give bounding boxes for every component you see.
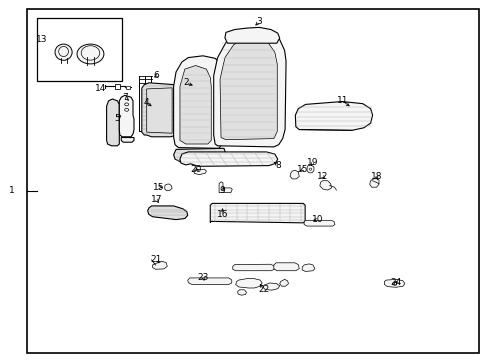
Ellipse shape	[55, 44, 72, 60]
Polygon shape	[106, 99, 119, 146]
Text: 4: 4	[143, 98, 149, 107]
Polygon shape	[384, 279, 404, 287]
Polygon shape	[304, 220, 334, 226]
Polygon shape	[173, 148, 225, 162]
Ellipse shape	[77, 44, 104, 64]
Bar	[37, 18, 122, 81]
Polygon shape	[180, 152, 277, 166]
Text: 16: 16	[216, 210, 228, 219]
Polygon shape	[142, 83, 177, 137]
Text: 22: 22	[258, 285, 269, 294]
Polygon shape	[302, 264, 314, 271]
Polygon shape	[210, 203, 305, 223]
Text: 20: 20	[189, 165, 201, 174]
Polygon shape	[224, 27, 279, 43]
Ellipse shape	[124, 103, 128, 106]
Text: 17: 17	[150, 195, 162, 204]
Text: 12: 12	[316, 172, 328, 181]
Ellipse shape	[124, 108, 128, 111]
Polygon shape	[369, 178, 378, 187]
Text: 11: 11	[336, 96, 347, 105]
Polygon shape	[306, 166, 313, 173]
Text: 5: 5	[114, 114, 120, 123]
Text: 10: 10	[311, 215, 323, 224]
Polygon shape	[187, 278, 231, 284]
Polygon shape	[232, 264, 274, 271]
Polygon shape	[295, 102, 372, 130]
Ellipse shape	[81, 46, 100, 60]
Polygon shape	[173, 56, 224, 148]
Polygon shape	[319, 181, 331, 190]
Text: 14: 14	[94, 84, 106, 93]
Polygon shape	[164, 184, 172, 191]
Text: 19: 19	[306, 158, 318, 166]
Text: 23: 23	[197, 273, 208, 282]
Polygon shape	[119, 95, 134, 137]
Polygon shape	[146, 88, 172, 133]
Polygon shape	[219, 182, 232, 193]
Polygon shape	[147, 206, 187, 220]
Ellipse shape	[59, 46, 68, 57]
Text: 8: 8	[275, 161, 281, 170]
Text: 7: 7	[122, 93, 127, 102]
Text: 24: 24	[389, 278, 401, 287]
Text: 1: 1	[9, 186, 15, 195]
Polygon shape	[220, 38, 277, 140]
Polygon shape	[152, 261, 167, 269]
Polygon shape	[289, 170, 299, 179]
Text: 3: 3	[256, 17, 262, 26]
Text: 6: 6	[153, 71, 159, 80]
Text: 9: 9	[219, 186, 225, 195]
Text: 15: 15	[153, 183, 164, 192]
Text: 13: 13	[36, 35, 47, 44]
Polygon shape	[263, 283, 279, 290]
Polygon shape	[273, 263, 299, 271]
Text: 15: 15	[297, 165, 308, 174]
Text: 21: 21	[150, 255, 162, 264]
Bar	[126, 86, 129, 89]
Polygon shape	[121, 138, 134, 142]
Polygon shape	[193, 169, 206, 175]
Ellipse shape	[308, 168, 311, 170]
Polygon shape	[235, 279, 262, 288]
Polygon shape	[237, 290, 246, 295]
Polygon shape	[180, 66, 211, 144]
Text: 18: 18	[370, 172, 382, 181]
Text: 2: 2	[183, 78, 188, 87]
Bar	[115, 84, 120, 89]
Polygon shape	[213, 28, 285, 147]
Polygon shape	[279, 279, 288, 286]
